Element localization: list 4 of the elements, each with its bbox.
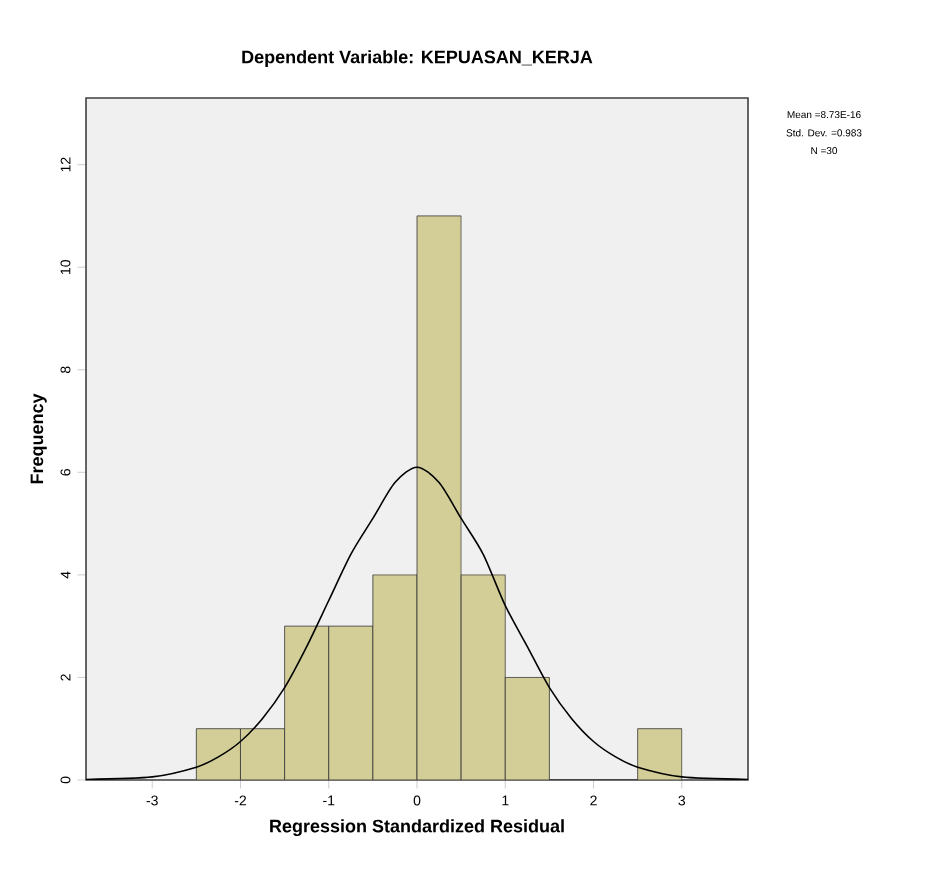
line-series [86, 466, 748, 780]
y-axis-title: Frequency [30, 393, 47, 484]
chart-title: Dependent Variable: KEPUASAN_KERJA [242, 50, 593, 67]
x-axis-title: Regression Standardized Residual [270, 819, 564, 837]
